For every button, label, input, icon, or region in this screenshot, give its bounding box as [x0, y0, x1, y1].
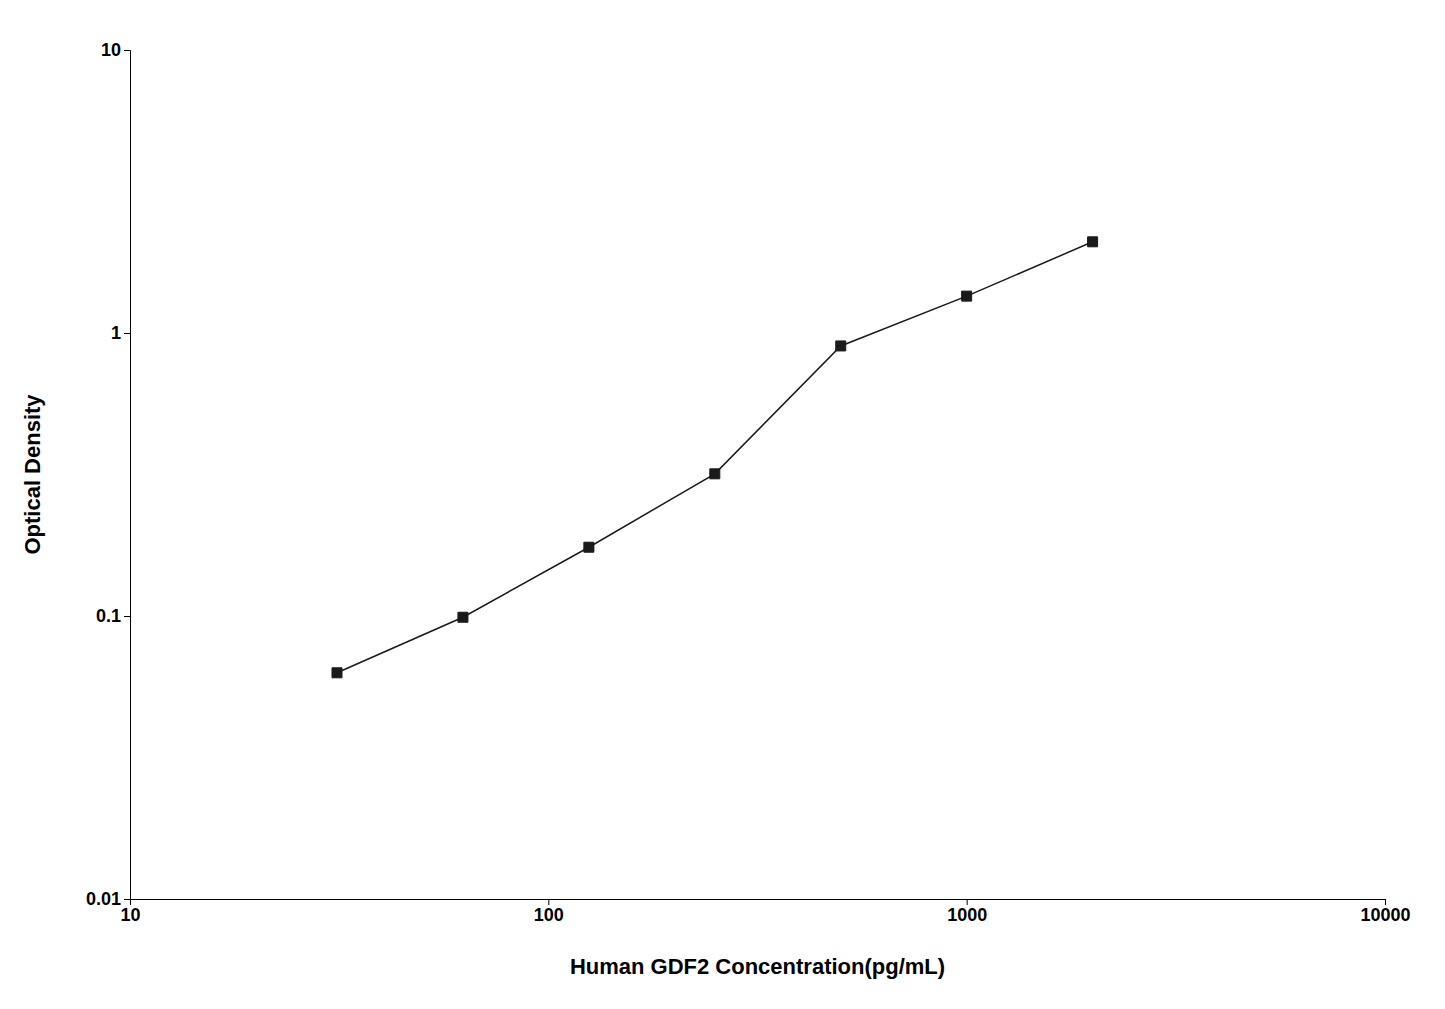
x-tick: 10000	[1360, 899, 1410, 925]
y-tick-mark	[124, 616, 130, 617]
y-tick-mark	[124, 899, 130, 900]
y-tick: 1	[111, 323, 130, 343]
data-point	[584, 542, 594, 552]
y-tick-label: 0.1	[96, 606, 121, 626]
x-tick: 1000	[947, 899, 987, 925]
x-tick-label: 10	[120, 905, 140, 925]
x-axis-title: Human GDF2 Concentration(pg/mL)	[570, 954, 945, 979]
x-tick: 10	[120, 899, 140, 925]
data-layer	[332, 237, 1098, 678]
y-tick-label: 10	[101, 40, 121, 60]
data-point	[962, 291, 972, 301]
x-axis: 10 100 1000 10000	[120, 899, 1410, 925]
x-tick-label: 1000	[947, 905, 987, 925]
x-tick: 100	[534, 899, 564, 925]
x-axis-line	[131, 900, 1386, 906]
data-point	[1088, 237, 1098, 247]
data-line	[337, 242, 1093, 673]
y-tick-label: 1	[111, 323, 121, 343]
y-tick-label: 0.01	[86, 889, 121, 909]
data-point	[710, 469, 720, 479]
y-tick-mark	[124, 333, 130, 334]
y-axis-title: Optical Density	[20, 394, 45, 555]
plot-area: 10 100 1000 10000 0.01 0.1 1 10	[86, 40, 1411, 925]
x-tick-label: 100	[534, 905, 564, 925]
y-tick-mark	[124, 50, 130, 51]
y-axis-line	[124, 51, 131, 900]
data-point	[458, 612, 468, 622]
y-tick: 10	[101, 40, 130, 60]
y-tick: 0.1	[96, 606, 130, 626]
chart: 10 100 1000 10000 0.01 0.1 1 10 Human GDF2 Conce…	[0, 0, 1445, 1009]
y-tick: 0.01	[86, 889, 130, 909]
data-point	[836, 341, 846, 351]
y-axis: 0.01 0.1 1 10	[86, 40, 131, 909]
data-point	[332, 668, 342, 678]
x-tick-label: 10000	[1360, 905, 1410, 925]
